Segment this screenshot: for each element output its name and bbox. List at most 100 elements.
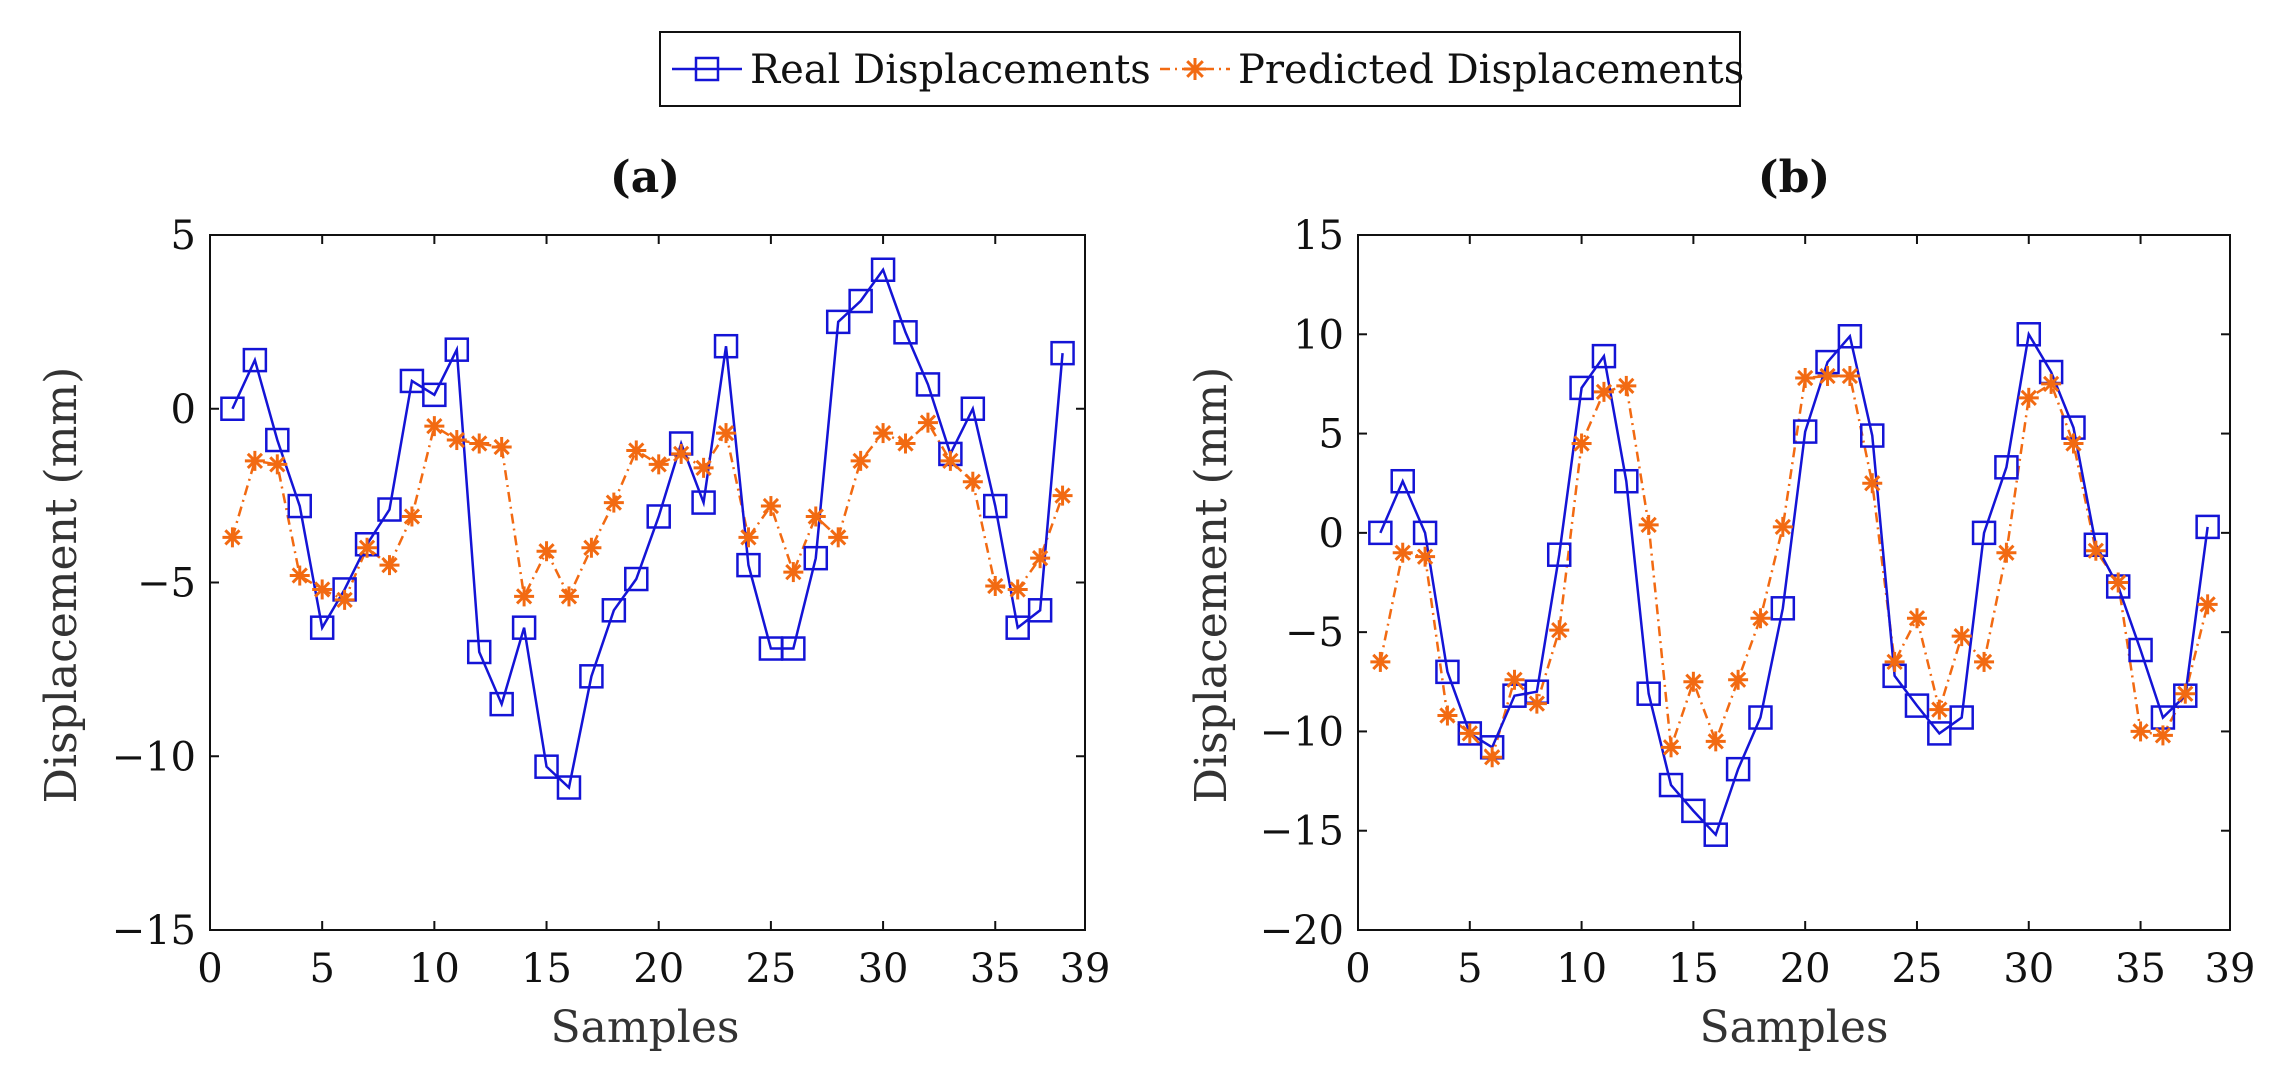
panel-a-real-point: [556, 775, 582, 800]
panel-a-predicted-point: [693, 457, 714, 478]
panel-a-predicted-point: [1030, 548, 1051, 569]
panel-b-real-point: [1792, 419, 1818, 444]
panel-b-predicted-point: [1459, 723, 1480, 744]
panel-a-predicted-point: [783, 562, 804, 583]
panel-a-title: (a): [610, 152, 680, 203]
panel-b-x-tick-label: 15: [1668, 946, 1719, 992]
panel-b-predicted-point: [2152, 725, 2173, 746]
panel-b-predicted-point: [2063, 433, 2084, 454]
panel-a-real-point: [825, 309, 851, 335]
panel-a-real-point: [691, 490, 716, 515]
panel-b-predicted-point: [1392, 542, 1413, 563]
panel-b-title: (b): [1758, 152, 1830, 203]
panel-a-predicted-point: [738, 527, 759, 548]
panel-b-y-axis-label: Displacement (mm): [1186, 367, 1237, 804]
panel-b-predicted-point: [1526, 693, 1547, 714]
panel-a-real-point: [287, 493, 312, 519]
panel-a-y-tick-label: 0: [171, 387, 196, 433]
panel-b-x-axis-label: Samples: [1700, 1002, 1889, 1053]
panel-b-real-point: [1927, 721, 1952, 746]
panel-a-real-point: [444, 337, 470, 362]
panel-b-predicted-point: [1638, 514, 1659, 535]
panel-b-predicted-point: [1795, 367, 1816, 388]
panel-b-predicted-point: [1571, 433, 1592, 454]
panel-b-real-point: [1681, 798, 1706, 824]
panel-a-x-tick-label: 35: [970, 946, 1021, 992]
panel-a-predicted-point: [962, 471, 983, 492]
panel-b-x-tick-label: 30: [2003, 946, 2054, 992]
panel-a-predicted-series-line: [231, 420, 1064, 602]
panel-b-y-tick-label: 0: [1319, 511, 1344, 557]
panel-b-predicted-point: [2197, 594, 2218, 615]
panel-b-predicted-point: [2018, 387, 2039, 408]
panel-a-predicted-point: [536, 541, 557, 562]
legend: Real Displacements Predicted Displacemen…: [659, 31, 1744, 107]
panel-b-real-point: [1546, 542, 1572, 567]
panel-a-real-point: [220, 396, 245, 421]
chart-panel-b: (b) Samples Displacement (mm) 0 5 10 15 20 25…: [1186, 152, 2255, 1053]
panel-b-real-point: [1703, 822, 1728, 847]
panel-b-real-series-line: [1379, 330, 2209, 838]
panel-b-predicted-point: [1504, 669, 1525, 690]
panel-a-real-point: [377, 497, 402, 522]
panel-a-predicted-point: [289, 565, 310, 586]
panel-a-real-point: [915, 372, 941, 397]
panel-b-y-tick-label: −15: [1260, 809, 1344, 855]
panel-a-real-point: [265, 427, 290, 453]
panel-a-x-tick-label: 10: [409, 946, 460, 992]
panel-a-predicted-point: [716, 423, 737, 444]
panel-b-real-point: [1904, 693, 1930, 718]
panel-b-real-point: [1614, 468, 1639, 494]
panel-a-real-point: [781, 636, 806, 661]
panel-a-x-tick-label: 30: [858, 946, 909, 992]
panel-a-predicted-point: [379, 555, 400, 576]
panel-a-real-point: [803, 545, 829, 571]
panel-b-real-point: [1971, 520, 1997, 546]
panel-b-predicted-point: [1906, 608, 1927, 629]
panel-b-real-point: [1591, 343, 1617, 369]
panel-a-predicted-point: [1052, 485, 1073, 506]
panel-b-predicted-point: [1750, 608, 1771, 629]
panel-a-predicted-point: [873, 423, 894, 444]
legend-pred-star: [1184, 58, 1206, 80]
panel-a-x-tick-label: 20: [633, 946, 684, 992]
panel-b-x-tick-label: 10: [1556, 946, 1607, 992]
panel-b-real-point: [2128, 637, 2153, 663]
panel-b-predicted-point: [1415, 546, 1436, 567]
panel-a-predicted-point: [805, 506, 826, 527]
panel-a-real-point: [489, 691, 514, 717]
panel-a-predicted-point: [917, 412, 938, 433]
panel-a-real-point: [624, 566, 649, 592]
panel-b-real-point: [1412, 520, 1438, 546]
panel-a-predicted-point: [267, 454, 288, 475]
panel-a-x-tick-label: 25: [745, 946, 796, 992]
legend-real-marker: [694, 56, 720, 82]
panel-a-real-point: [534, 754, 559, 779]
panel-a-x-tick-label: 39: [1060, 946, 1111, 992]
panel-b-predicted-point: [1974, 651, 1995, 672]
panel-b-predicted-point: [1370, 651, 1391, 672]
panel-b-y-tick-label: 10: [1293, 312, 1344, 358]
panel-a-real-point: [399, 368, 425, 394]
panel-b-x-tick-label: 0: [1345, 946, 1370, 992]
panel-a-predicted-point: [626, 440, 647, 461]
panel-a-real-point: [960, 396, 986, 421]
panel-a-real-point: [242, 347, 268, 373]
legend-real-label: Real Displacements: [750, 47, 1151, 93]
panel-a-y-tick-label: 5: [171, 213, 196, 259]
panel-b-real-point: [1569, 375, 1594, 401]
panel-a-real-point: [1027, 598, 1053, 623]
panel-b-y-tick-label: 5: [1319, 412, 1344, 458]
panel-a-predicted-point: [850, 450, 871, 471]
panel-a-predicted-point: [940, 450, 961, 471]
panel-a-predicted-point: [1007, 579, 1028, 600]
panel-b-predicted-point: [2041, 373, 2062, 394]
panel-a-x-tick-label: 0: [197, 946, 222, 992]
panel-b-real-point: [1770, 596, 1796, 621]
chart-panel-a: (a) Samples Displacement (mm) 0 5 10 15 20 25…: [36, 152, 1110, 1053]
panel-b-predicted-point: [1996, 542, 2017, 563]
panel-b-predicted-point: [2108, 572, 2129, 593]
panel-b-real-point: [2016, 322, 2042, 347]
panel-b-predicted-point: [1728, 669, 1749, 690]
